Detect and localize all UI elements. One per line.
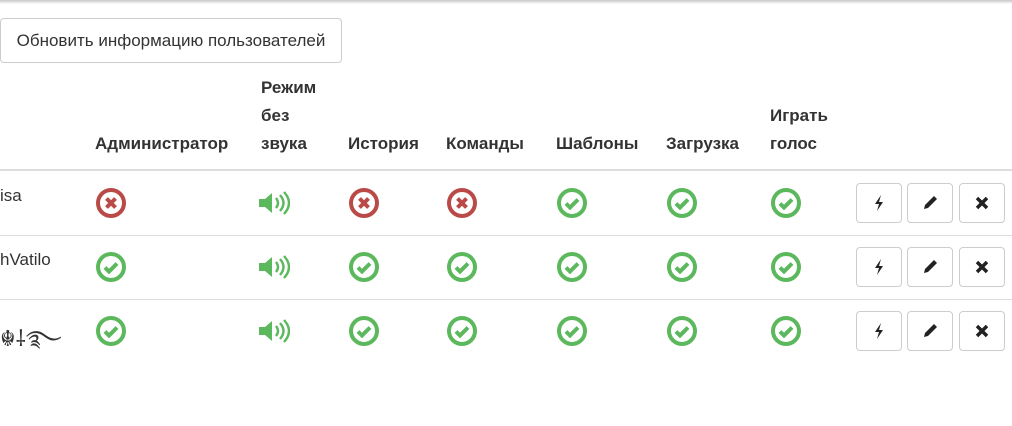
commands-cross-icon xyxy=(446,187,478,219)
play-check-icon xyxy=(770,187,802,219)
delete-button[interactable] xyxy=(959,247,1005,287)
header-silent-line: без xyxy=(261,106,290,125)
trigger-button[interactable] xyxy=(856,183,902,223)
trigger-button[interactable] xyxy=(856,311,902,351)
bolt-icon xyxy=(875,323,883,339)
upload-check-icon xyxy=(666,251,698,283)
update-users-button[interactable]: Обновить информацию пользователей xyxy=(0,18,342,63)
templates-check-icon xyxy=(556,315,588,347)
edit-button[interactable] xyxy=(907,311,953,351)
pencil-icon xyxy=(924,260,937,273)
play-check-icon xyxy=(770,315,802,347)
header-divider xyxy=(0,169,1012,171)
admin-check-icon xyxy=(95,315,127,347)
times-icon xyxy=(975,324,989,338)
trigger-button[interactable] xyxy=(856,247,902,287)
user-name: isa xyxy=(0,186,22,205)
header-commands: Команды xyxy=(446,134,524,153)
upload-check-icon xyxy=(666,315,698,347)
admin-check-icon xyxy=(95,251,127,283)
user-name: ☬⸸࿐ xyxy=(0,326,62,351)
edit-button[interactable] xyxy=(907,247,953,287)
edit-button[interactable] xyxy=(907,183,953,223)
row-divider xyxy=(0,299,1012,300)
play-check-icon xyxy=(770,251,802,283)
header-silent: Режим без звука xyxy=(261,74,316,158)
pencil-icon xyxy=(924,324,937,337)
top-bar-shadow xyxy=(0,0,1012,4)
header-play-line: голос xyxy=(770,134,818,153)
bolt-icon xyxy=(875,195,883,211)
silent-speaker-icon[interactable] xyxy=(258,251,291,283)
pencil-icon xyxy=(924,196,937,209)
history-check-icon xyxy=(348,251,380,283)
header-admin: Администратор xyxy=(95,134,229,153)
delete-button[interactable] xyxy=(959,183,1005,223)
templates-check-icon xyxy=(556,187,588,219)
user-name: hVatilo xyxy=(0,250,51,269)
bolt-icon xyxy=(875,259,883,275)
silent-speaker-icon[interactable] xyxy=(258,315,291,347)
header-silent-line: звука xyxy=(261,134,307,153)
header-history: История xyxy=(348,134,419,153)
commands-check-icon xyxy=(446,251,478,283)
times-icon xyxy=(975,196,989,210)
history-check-icon xyxy=(348,315,380,347)
commands-check-icon xyxy=(446,315,478,347)
delete-button[interactable] xyxy=(959,311,1005,351)
row-divider xyxy=(0,235,1012,236)
silent-speaker-icon[interactable] xyxy=(258,187,291,219)
templates-check-icon xyxy=(556,251,588,283)
header-play-line: Играть xyxy=(770,106,828,125)
times-icon xyxy=(975,260,989,274)
header-silent-line: Режим xyxy=(261,78,317,97)
history-cross-icon xyxy=(348,187,380,219)
header-play: Играть голос xyxy=(770,102,828,158)
header-templates: Шаблоны xyxy=(556,134,639,153)
header-upload: Загрузка xyxy=(666,134,739,153)
admin-cross-icon xyxy=(95,187,127,219)
upload-check-icon xyxy=(666,187,698,219)
